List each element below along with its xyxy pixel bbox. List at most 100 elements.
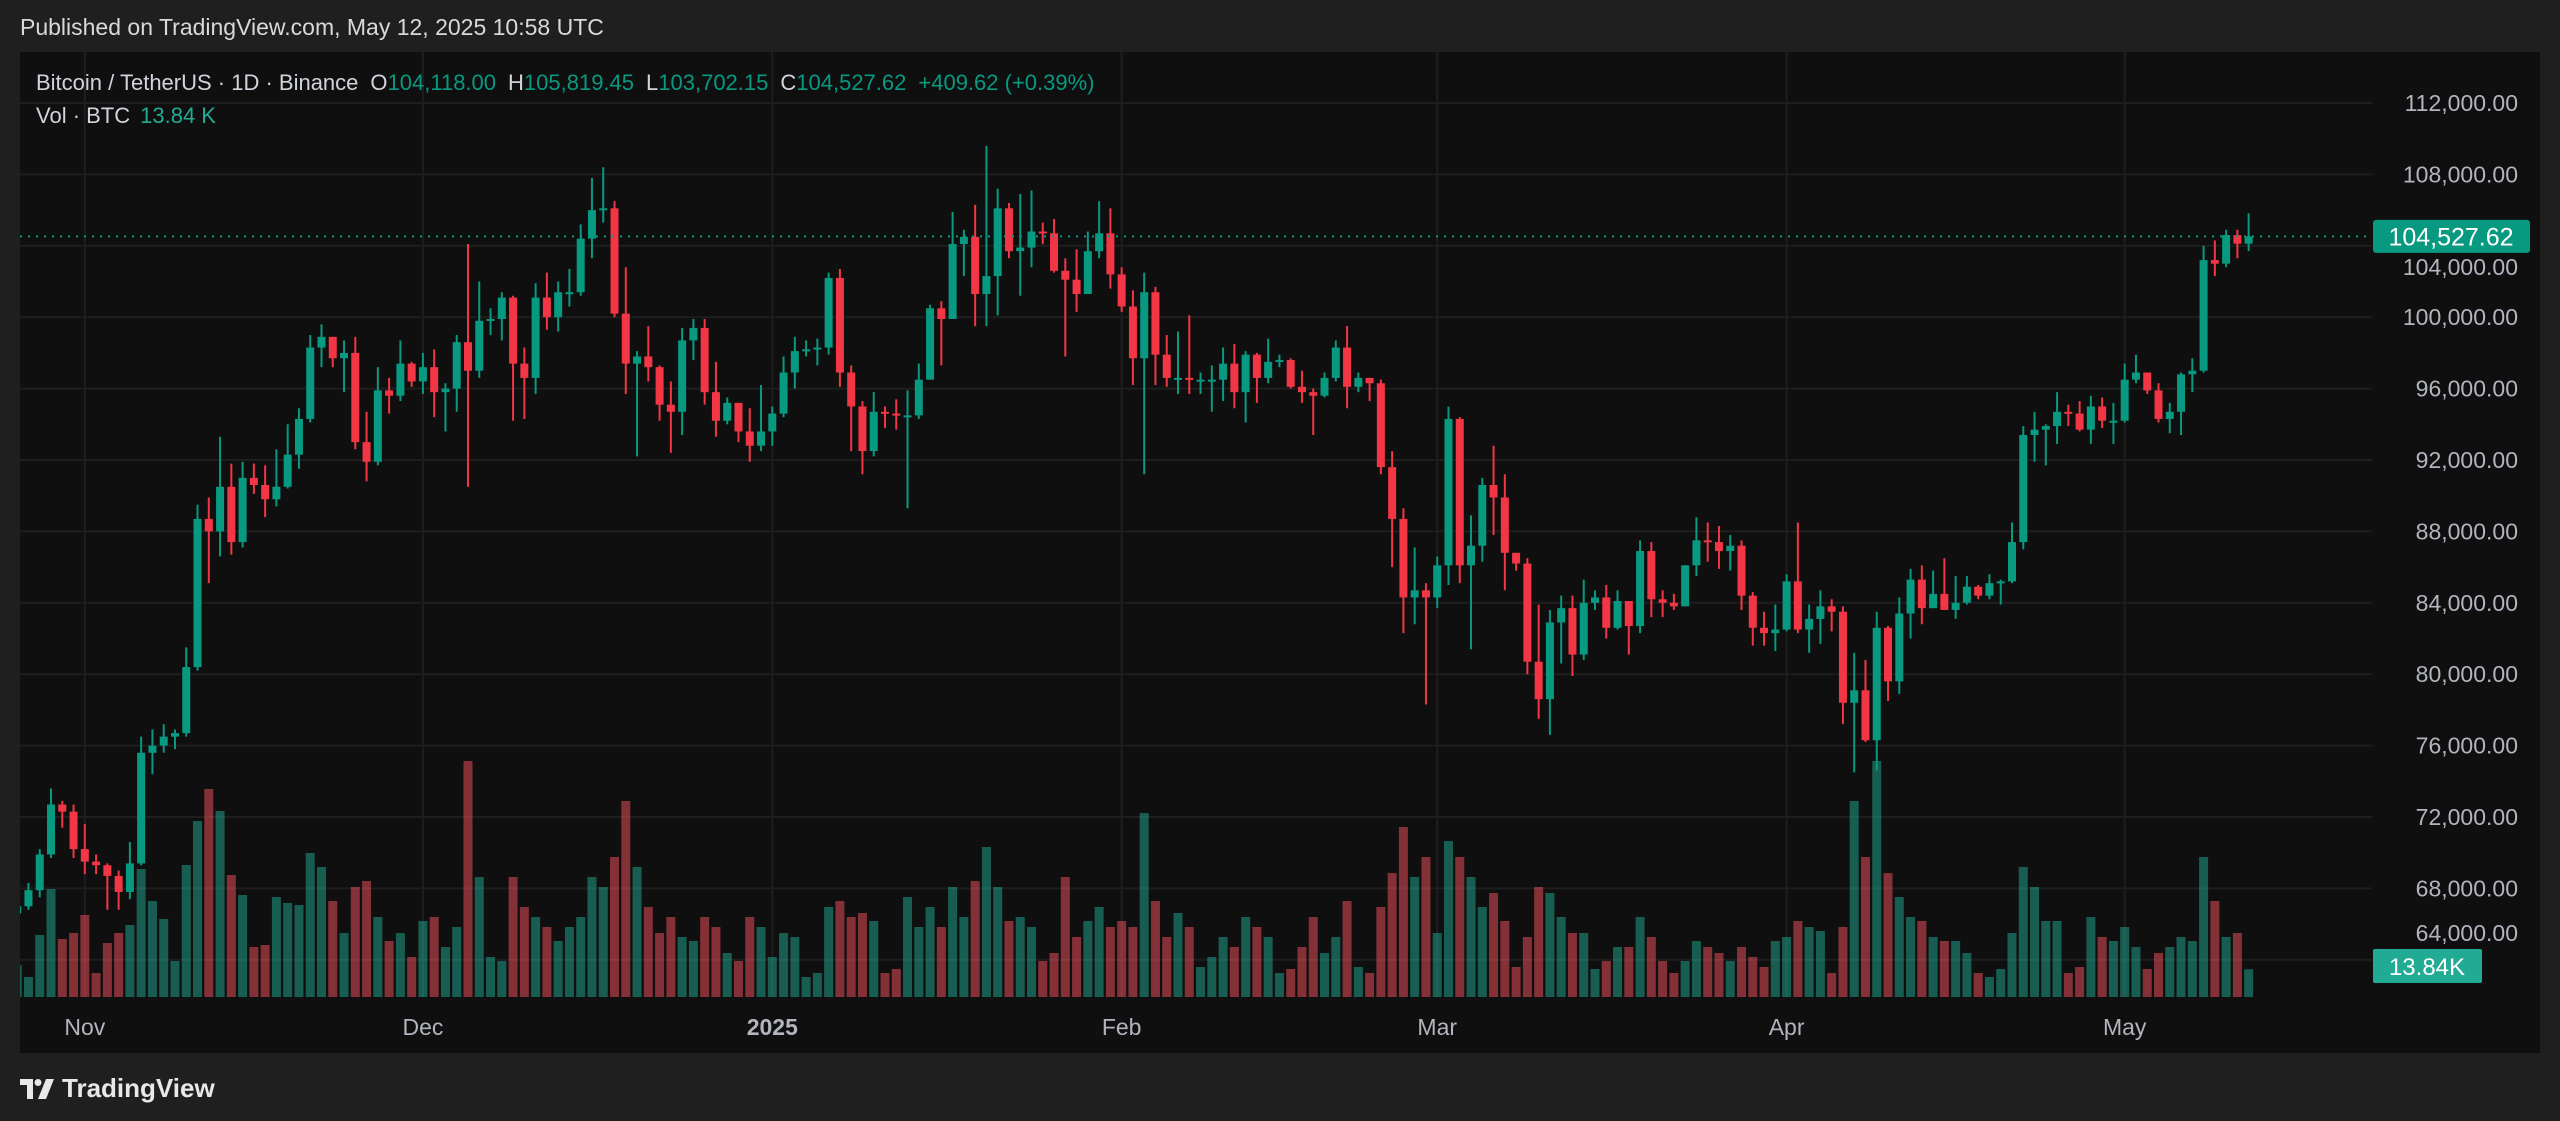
candle-up bbox=[137, 736, 146, 866]
symbol-title[interactable]: Bitcoin / TetherUS · 1D · Binance bbox=[36, 70, 359, 95]
time-tick-label: May bbox=[2103, 1014, 2147, 1040]
volume-bar bbox=[666, 917, 676, 997]
candle-up bbox=[2007, 522, 2016, 584]
candle-up bbox=[1095, 201, 1104, 259]
candle-body bbox=[1297, 386, 1306, 393]
candle-up bbox=[565, 269, 574, 307]
candle-up bbox=[418, 352, 427, 394]
volume-bar bbox=[1815, 931, 1825, 997]
candle-body bbox=[1816, 606, 1825, 619]
candle-down bbox=[2233, 229, 2242, 259]
volume-bar bbox=[756, 927, 766, 997]
candle-body bbox=[1647, 551, 1656, 600]
candle-down bbox=[621, 267, 630, 394]
open-label: O bbox=[370, 70, 388, 95]
candle-body bbox=[238, 477, 247, 543]
candle-body bbox=[2165, 411, 2174, 419]
volume-bar bbox=[2052, 921, 2062, 997]
volume-bar bbox=[1038, 961, 1048, 997]
volume-bar bbox=[1759, 967, 1769, 997]
price-tick-label: 84,000.00 bbox=[2416, 590, 2518, 616]
candle-body bbox=[587, 210, 596, 239]
candle-body bbox=[193, 518, 202, 668]
volume-bar bbox=[69, 933, 79, 997]
candle-body bbox=[306, 347, 315, 419]
candle-body bbox=[1895, 613, 1904, 682]
volume-bar bbox=[576, 917, 586, 997]
time-tick-label: Apr bbox=[1769, 1014, 1805, 1040]
candle-body bbox=[1703, 540, 1712, 543]
volume-bar bbox=[2199, 857, 2209, 997]
candle-body bbox=[2053, 411, 2062, 427]
volume-bar bbox=[1849, 801, 1859, 997]
candle-down bbox=[1455, 417, 1464, 584]
candle-body bbox=[1027, 231, 1036, 248]
chart-pane[interactable] bbox=[20, 52, 2540, 1053]
volume-bar bbox=[1410, 877, 1420, 997]
candle-up bbox=[1241, 351, 1250, 423]
footer-brand[interactable]: TradingView bbox=[20, 1073, 215, 1104]
candle-down bbox=[1128, 290, 1137, 386]
volume-bar bbox=[1703, 947, 1713, 997]
volume-bar bbox=[1804, 927, 1814, 997]
candle-body bbox=[1410, 590, 1419, 598]
volume-label[interactable]: Vol · BTC bbox=[36, 103, 131, 128]
time-axis[interactable]: Nov Dec 2025 Feb Mar Apr May bbox=[64, 1014, 2147, 1040]
volume-bar bbox=[812, 973, 822, 997]
candle-body bbox=[2030, 429, 2039, 436]
candle-down bbox=[351, 336, 360, 450]
candle-body bbox=[103, 865, 112, 876]
candle-body bbox=[1140, 292, 1149, 359]
volume-bar bbox=[1590, 969, 1600, 997]
volume-bar bbox=[181, 865, 191, 997]
candle-down bbox=[407, 361, 416, 387]
volume-bar bbox=[35, 935, 45, 997]
volume-bar bbox=[114, 933, 124, 997]
candle-body bbox=[531, 297, 540, 378]
candle-body bbox=[633, 356, 642, 364]
volume-bar bbox=[2232, 933, 2242, 997]
candle-body bbox=[92, 861, 101, 866]
candle-up bbox=[1557, 595, 1566, 664]
volume-bar bbox=[1184, 927, 1194, 997]
candle-down bbox=[1512, 552, 1521, 571]
candle-body bbox=[1174, 377, 1183, 380]
volume-bar bbox=[305, 853, 315, 997]
candle-body bbox=[576, 238, 585, 293]
candle-up bbox=[1027, 190, 1036, 268]
candle-up bbox=[1850, 652, 1859, 773]
candles bbox=[20, 145, 2253, 914]
volume-bar bbox=[91, 973, 101, 997]
candle-body bbox=[2177, 374, 2186, 412]
candle-up bbox=[1996, 579, 2005, 605]
volume-bar bbox=[869, 921, 879, 997]
candle-up bbox=[340, 340, 349, 393]
candle-down bbox=[1185, 315, 1194, 394]
candle-body bbox=[880, 411, 889, 414]
candle-up bbox=[148, 729, 157, 775]
candle-body bbox=[441, 388, 450, 393]
volume-bar bbox=[1432, 933, 1442, 997]
candle-down bbox=[1827, 599, 1836, 632]
candle-body bbox=[1602, 597, 1611, 628]
candle-down bbox=[1703, 522, 1712, 562]
candle-down bbox=[1714, 526, 1723, 569]
candle-down bbox=[971, 204, 980, 327]
price-tick-label: 112,000.00 bbox=[2405, 90, 2518, 116]
volume-bar bbox=[1782, 937, 1792, 997]
candle-up bbox=[1207, 365, 1216, 412]
candle-down bbox=[1365, 377, 1374, 402]
candle-body bbox=[1455, 418, 1464, 566]
candle-down bbox=[1004, 202, 1013, 259]
candle-body bbox=[351, 352, 360, 443]
candle-body bbox=[835, 277, 844, 373]
candle-body bbox=[1252, 354, 1261, 378]
price-axis[interactable]: 112,000.00 108,000.00 104,000.00 100,000.00… bbox=[2403, 90, 2518, 946]
candle-body bbox=[802, 349, 811, 352]
candle-up bbox=[1140, 272, 1149, 475]
candle-body bbox=[1106, 233, 1115, 275]
volume-bar bbox=[2154, 953, 2163, 997]
volume-bar bbox=[418, 921, 428, 997]
volume-bar bbox=[1196, 967, 1206, 997]
